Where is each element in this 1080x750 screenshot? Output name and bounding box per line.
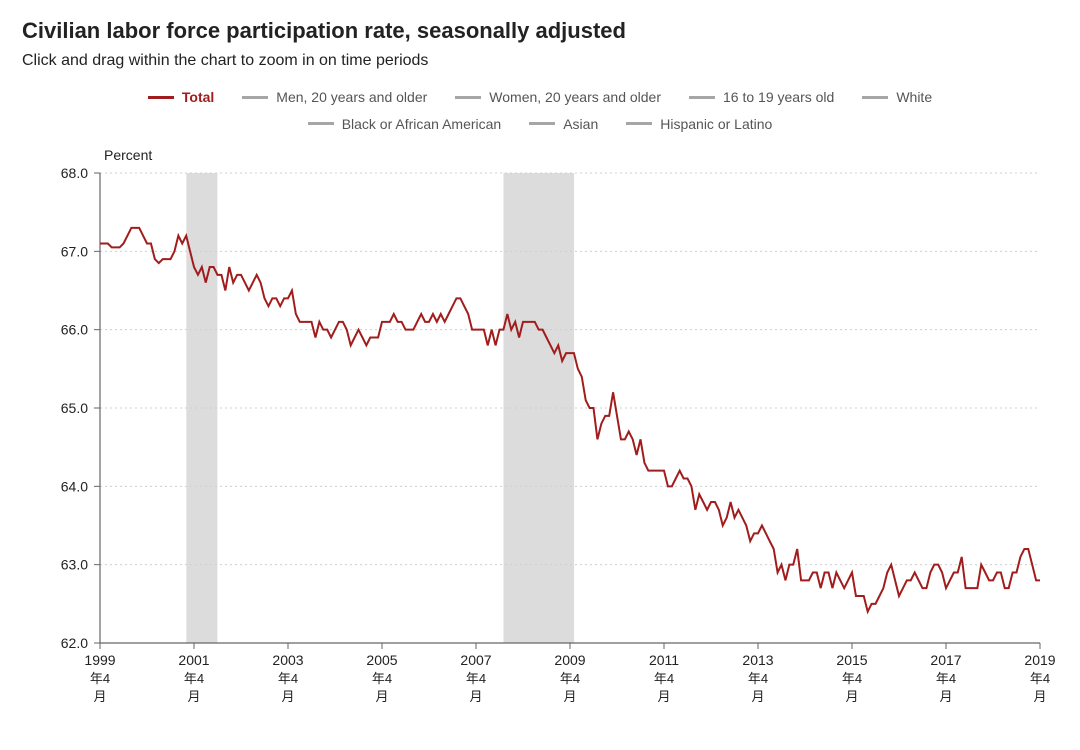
legend-item[interactable]: Women, 20 years and older bbox=[455, 84, 661, 111]
legend-item[interactable]: Total bbox=[148, 84, 214, 111]
legend-label: Asian bbox=[563, 111, 598, 138]
legend-label: 16 to 19 years old bbox=[723, 84, 834, 111]
legend-item[interactable]: Men, 20 years and older bbox=[242, 84, 427, 111]
x-tick-sublabel: 年4 bbox=[842, 671, 862, 686]
legend-label: Women, 20 years and older bbox=[489, 84, 661, 111]
x-tick-sublabel: 月 bbox=[469, 689, 482, 704]
y-tick-label: 68.0 bbox=[61, 165, 88, 181]
legend-swatch bbox=[626, 122, 652, 125]
x-tick-sublabel: 年4 bbox=[90, 671, 110, 686]
plot-svg[interactable]: 62.0 63.0 64.0 65.0 66.0 67.0 68.0 1999 年4 月 2001 年… bbox=[22, 143, 1058, 723]
x-tick-sublabel: 月 bbox=[845, 689, 858, 704]
y-tick-label: 64.0 bbox=[61, 479, 88, 495]
x-tick-label: 2005 bbox=[366, 652, 397, 668]
legend-label: Black or African American bbox=[342, 111, 502, 138]
x-tick-sublabel: 年4 bbox=[748, 671, 768, 686]
x-tick-sublabel: 月 bbox=[281, 689, 294, 704]
x-tick-label: 2015 bbox=[836, 652, 867, 668]
x-tick-label: 2019 bbox=[1024, 652, 1055, 668]
legend-swatch bbox=[529, 122, 555, 125]
legend-swatch bbox=[308, 122, 334, 125]
x-tick-sublabel: 月 bbox=[751, 689, 764, 704]
x-tick-label: 2007 bbox=[460, 652, 491, 668]
x-tick-sublabel: 年4 bbox=[560, 671, 580, 686]
x-tick-label: 2001 bbox=[178, 652, 209, 668]
legend-swatch bbox=[862, 96, 888, 99]
plot-area-wrapper: Percent 62.063.064.065.066.067.068.01999… bbox=[22, 143, 1058, 723]
y-tick-label: 67.0 bbox=[61, 244, 88, 260]
x-tick-sublabel: 月 bbox=[187, 689, 200, 704]
x-tick-sublabel: 年4 bbox=[278, 671, 298, 686]
x-tick-label: 2017 bbox=[930, 652, 961, 668]
legend-swatch bbox=[242, 96, 268, 99]
legend-item[interactable]: Asian bbox=[529, 111, 598, 138]
chart-container: Civilian labor force participation rate,… bbox=[0, 0, 1080, 733]
legend-item[interactable]: Black or African American bbox=[308, 111, 502, 138]
x-tick-label: 2009 bbox=[554, 652, 585, 668]
x-tick-sublabel: 月 bbox=[939, 689, 952, 704]
x-tick-label: 2003 bbox=[272, 652, 303, 668]
legend-label: Hispanic or Latino bbox=[660, 111, 772, 138]
x-tick-sublabel: 年4 bbox=[372, 671, 392, 686]
x-tick-sublabel: 月 bbox=[657, 689, 670, 704]
x-tick-sublabel: 月 bbox=[563, 689, 576, 704]
recession-band bbox=[503, 173, 574, 643]
legend-label: White bbox=[896, 84, 932, 111]
legend-swatch bbox=[689, 96, 715, 99]
x-tick-label: 2013 bbox=[742, 652, 773, 668]
legend-swatch bbox=[455, 96, 481, 99]
legend-item[interactable]: White bbox=[862, 84, 932, 111]
x-tick-label: 1999 bbox=[84, 652, 115, 668]
y-tick-label: 66.0 bbox=[61, 322, 88, 338]
legend-item[interactable]: 16 to 19 years old bbox=[689, 84, 834, 111]
x-tick-sublabel: 年4 bbox=[936, 671, 956, 686]
x-tick-sublabel: 月 bbox=[93, 689, 106, 704]
y-tick-label: 65.0 bbox=[61, 400, 88, 416]
x-tick-sublabel: 年4 bbox=[466, 671, 486, 686]
y-tick-label: 63.0 bbox=[61, 557, 88, 573]
legend-swatch bbox=[148, 96, 174, 99]
x-tick-sublabel: 月 bbox=[1033, 689, 1046, 704]
chart-title: Civilian labor force participation rate,… bbox=[22, 18, 1058, 44]
legend-label: Total bbox=[182, 84, 214, 111]
legend: Total Men, 20 years and older Women, 20 ye… bbox=[90, 84, 990, 137]
x-tick-sublabel: 年4 bbox=[184, 671, 204, 686]
x-tick-sublabel: 月 bbox=[375, 689, 388, 704]
x-tick-sublabel: 年4 bbox=[654, 671, 674, 686]
chart-subtitle: Click and drag within the chart to zoom … bbox=[22, 52, 1058, 70]
x-tick-sublabel: 年4 bbox=[1030, 671, 1050, 686]
x-tick-label: 2011 bbox=[649, 652, 679, 668]
legend-label: Men, 20 years and older bbox=[276, 84, 427, 111]
legend-item[interactable]: Hispanic or Latino bbox=[626, 111, 772, 138]
y-tick-label: 62.0 bbox=[61, 635, 88, 651]
